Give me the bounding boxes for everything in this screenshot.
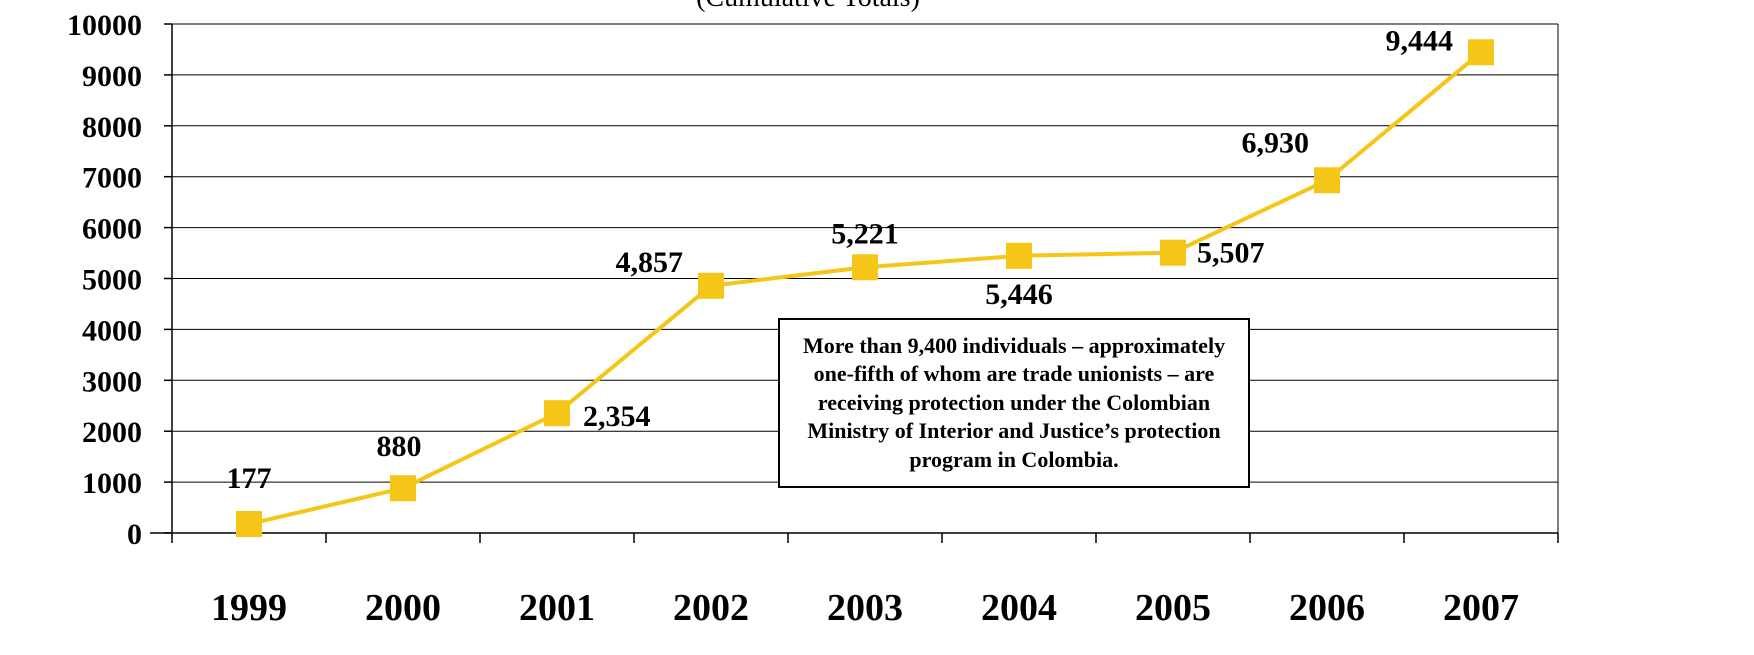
data-point-marker [1314,167,1340,194]
series-markers [236,39,1494,537]
y-tick-label: 1000 [82,467,142,500]
data-label: 5,221 [831,217,899,250]
data-point-marker [852,254,878,281]
axes [150,23,1559,543]
x-tick-label: 2007 [1443,587,1519,629]
x-tick-label: 2003 [827,587,903,629]
x-tick-label: 2001 [519,587,595,629]
data-label: 4,857 [616,246,684,279]
y-tick-label: 10000 [67,9,142,42]
y-tick-label: 9000 [82,60,142,93]
x-tick-label: 2000 [365,587,441,629]
x-tick-label: 2005 [1135,587,1211,629]
data-point-marker [390,475,416,502]
x-tick-label: 2006 [1289,587,1365,629]
data-label: 880 [377,430,422,463]
y-tick-label: 4000 [82,314,142,347]
y-tick-label: 5000 [82,264,142,297]
data-point-marker [1006,242,1032,269]
data-label: 177 [227,462,272,495]
annotation-box: More than 9,400 individuals – approximat… [778,318,1250,488]
data-point-marker [544,400,570,427]
data-label: 5,446 [985,278,1053,311]
y-tick-label: 0 [127,518,142,551]
x-tick-label: 2004 [981,587,1057,629]
y-axis-tick-labels: 0 1000 2000 3000 4000 5000 6000 7000 8000 9000 100… [67,9,142,551]
data-label: 6,930 [1242,126,1310,159]
y-tick-label: 6000 [82,213,142,246]
data-point-marker [236,510,262,537]
x-tick-label: 2002 [673,587,749,629]
data-point-marker [698,272,724,299]
data-label: 5,507 [1197,237,1265,270]
data-label: 9,444 [1386,24,1454,57]
x-axis-tick-labels: 1999 2000 2001 2002 2003 2004 2005 2006 2007 [211,587,1519,629]
x-tick-label: 1999 [211,587,287,629]
data-point-marker [1160,239,1186,266]
data-labels: 177 880 2,354 4,857 5,221 5,446 5,507 6,930 9,44… [227,24,1454,495]
data-label: 2,354 [583,400,651,433]
y-tick-label: 8000 [82,111,142,144]
y-tick-label: 3000 [82,365,142,398]
chart-title: (Cumulative Totals) [696,0,920,13]
y-tick-label: 2000 [82,416,142,449]
data-point-marker [1468,39,1494,66]
y-tick-label: 7000 [82,162,142,195]
